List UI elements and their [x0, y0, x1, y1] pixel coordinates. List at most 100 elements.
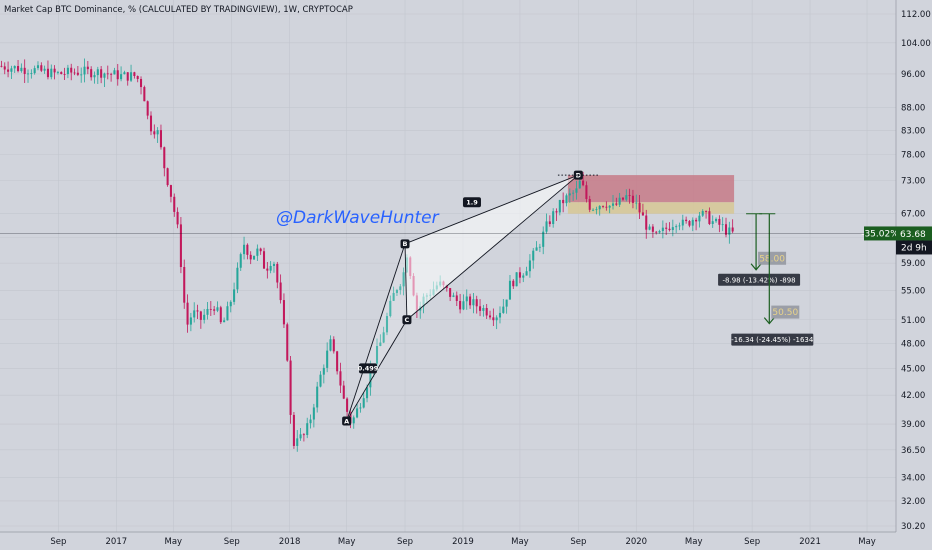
pattern-point-label: C [405, 316, 410, 324]
target-price-bg [758, 251, 787, 265]
candle-body [602, 206, 605, 207]
candle-body [189, 317, 192, 325]
x-tick-label: 2019 [452, 537, 474, 547]
y-tick-label: 42.00 [901, 391, 925, 401]
candle-body [322, 367, 325, 375]
target-price-label: 58.00 [759, 254, 785, 264]
candle-body [598, 206, 601, 210]
x-tick-label: May [685, 537, 703, 547]
candle-body [289, 360, 292, 415]
candle-body [169, 185, 172, 197]
candle-body [133, 72, 136, 77]
x-axis[interactable]: Sep 2017 May Sep 2018 May Sep 2019 May Sep 2020 May… [0, 531, 896, 547]
candle-body [159, 130, 162, 148]
pattern-point-c [402, 315, 412, 325]
candle-body [542, 231, 545, 247]
candle-body [498, 312, 502, 318]
candle-body [508, 280, 511, 300]
candle-body [302, 434, 305, 436]
candle-body [332, 339, 335, 352]
candle-body [26, 73, 30, 75]
candle-body [13, 65, 16, 69]
candle-body [512, 280, 515, 287]
target-price-bg [771, 305, 800, 319]
candle-body [648, 226, 651, 230]
candle-body [455, 295, 458, 301]
candle-body [156, 130, 159, 135]
candle-body [399, 286, 402, 290]
target-arrowhead [750, 263, 762, 271]
candle-body [46, 68, 49, 78]
y-axis[interactable]: 112.00 104.00 96.00 88.00 83.00 78.00 73.00 67.… [895, 0, 932, 550]
candle-body [93, 75, 96, 78]
candle-body [715, 218, 718, 222]
candle-body [462, 301, 465, 310]
candle-body [698, 215, 701, 222]
candle-body [56, 72, 59, 73]
candle-body [130, 72, 133, 81]
pattern-point-b [400, 239, 410, 249]
candle-body [595, 209, 598, 211]
candle-body [246, 244, 249, 255]
x-tick-label: Sep [570, 537, 586, 547]
candle-body [568, 193, 571, 196]
y-tick-label: 55.00 [901, 286, 925, 296]
ratio-label: 1.9 [466, 199, 478, 207]
candle-body [562, 199, 565, 204]
candle-body [695, 219, 698, 222]
candle-body [17, 65, 20, 72]
candle-body [3, 66, 6, 70]
candle-body [375, 346, 379, 364]
candle-body [528, 260, 531, 272]
candle-body [66, 67, 69, 75]
candle-body [661, 227, 664, 232]
candle-body [688, 221, 691, 226]
y-tick-label: 112.00 [901, 10, 931, 20]
candle-body [535, 247, 538, 251]
target-arrowhead [763, 317, 775, 325]
target-info-box [731, 333, 814, 346]
candle-body [223, 320, 226, 323]
candle-body [452, 295, 455, 297]
price-tag: 63.68 [900, 230, 926, 240]
candle-body [502, 306, 505, 313]
y-tick-label: 32.00 [901, 497, 925, 507]
candle-body [558, 199, 561, 213]
candle-body [296, 438, 299, 446]
candle-body [106, 73, 109, 75]
y-tick-label: 83.00 [901, 126, 925, 136]
candle-body [618, 197, 621, 205]
candle-body [565, 195, 568, 204]
candle-body [176, 211, 179, 225]
x-tick-label: 2021 [799, 537, 821, 547]
candle-body [645, 215, 648, 230]
y-axis-bg [896, 0, 932, 550]
candle-body [226, 306, 229, 321]
candle-body [515, 272, 518, 287]
targets: 58.00 -8.98 (-13.42%) -898 50.50 -16.34 (-2… [718, 213, 814, 346]
candle-body [80, 74, 83, 76]
candle-body [113, 70, 116, 75]
candle-body [402, 272, 405, 287]
candle-body [658, 231, 661, 233]
candle-body [379, 342, 382, 347]
candle-body [329, 339, 332, 351]
candle-body [671, 227, 674, 231]
candle-body [641, 212, 644, 216]
y-tick-label: 51.00 [901, 316, 925, 326]
candle-body [611, 203, 615, 206]
pattern-leg [346, 243, 406, 422]
candle-body [731, 227, 734, 232]
candle-body [482, 308, 485, 311]
candle-body [628, 195, 631, 196]
candle-body [708, 211, 711, 224]
candle-body [90, 69, 93, 78]
candle-body [356, 408, 359, 418]
candle-body [83, 66, 86, 75]
candle-body [522, 275, 525, 278]
x-tick-label: May [858, 537, 876, 547]
candle-body [572, 192, 575, 194]
watermark: @DarkWaveHunter [276, 208, 440, 228]
candle-body [229, 301, 232, 307]
